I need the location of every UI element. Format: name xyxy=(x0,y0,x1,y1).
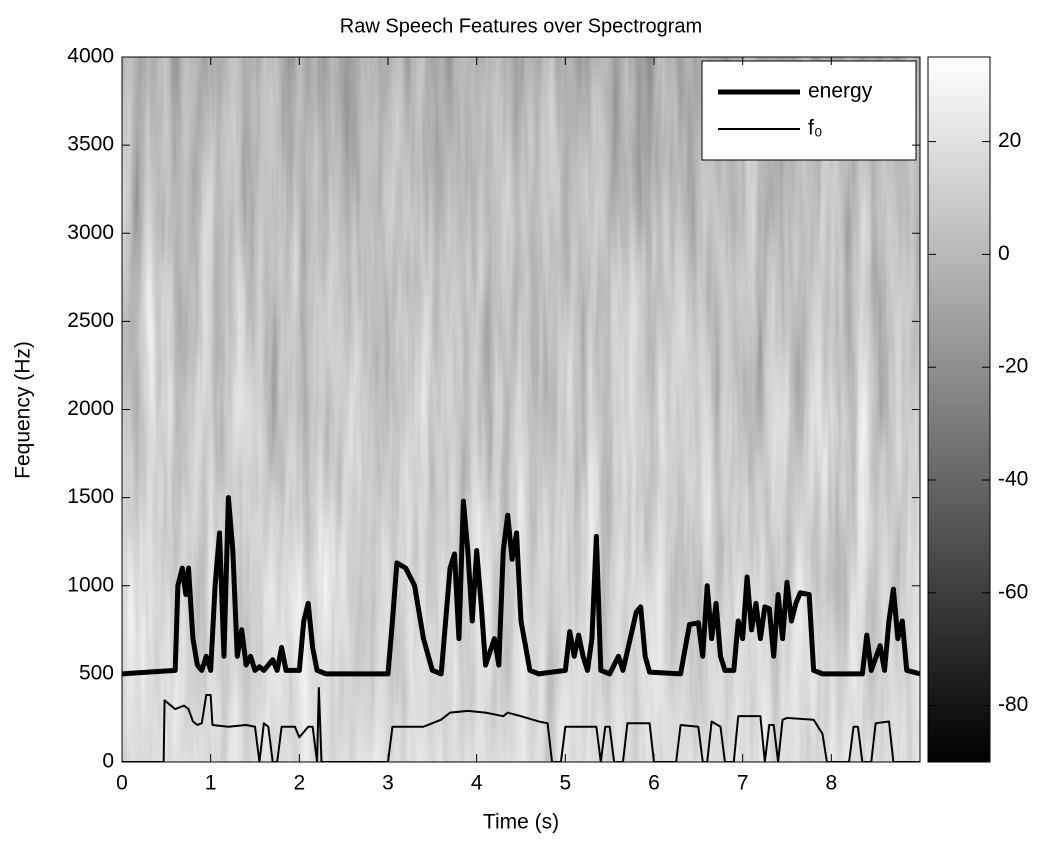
x-tick-label: 1 xyxy=(205,772,217,795)
colorbar-tick-label: -80 xyxy=(998,693,1028,716)
colorbar-tick-label: 0 xyxy=(998,242,1010,265)
y-tick-label: 2000 xyxy=(67,397,114,420)
x-tick-label: 4 xyxy=(471,772,483,795)
y-tick-label: 3000 xyxy=(67,221,114,244)
y-tick-label: 3500 xyxy=(67,133,114,156)
colorbar-tick-label: -60 xyxy=(998,580,1028,603)
y-tick-label: 1500 xyxy=(67,485,114,508)
x-tick-label: 7 xyxy=(737,772,749,795)
chart-title: Raw Speech Features over Spectrogram xyxy=(340,15,702,37)
x-tick-label: 3 xyxy=(382,772,394,795)
plot-lines xyxy=(122,495,920,762)
x-tick-label: 0 xyxy=(116,772,128,795)
legend xyxy=(701,60,917,161)
series-line xyxy=(122,686,920,762)
legend-label: energy xyxy=(808,80,873,103)
x-tick-label: 6 xyxy=(648,772,660,795)
y-axis-label: Fequency (Hz) xyxy=(12,341,35,479)
y-tick-label: 500 xyxy=(79,661,114,684)
colorbar-tick-label: 20 xyxy=(998,129,1021,152)
colorbar-tick-label: -40 xyxy=(998,468,1028,491)
legend-label: f₀ xyxy=(808,117,823,140)
x-tick-label: 5 xyxy=(559,772,571,795)
y-tick-label: 1000 xyxy=(67,573,114,596)
x-tick-label: 8 xyxy=(825,772,837,795)
y-tick-label: 0 xyxy=(102,750,114,773)
y-tick-label: 4000 xyxy=(67,45,114,68)
x-axis-label: Time (s) xyxy=(483,811,559,834)
colorbar-tick-label: -20 xyxy=(998,355,1028,378)
x-tick-label: 2 xyxy=(293,772,305,795)
y-tick-label: 2500 xyxy=(67,309,114,332)
series-line xyxy=(122,495,920,677)
spectrogram-shade xyxy=(122,57,920,762)
colorbar xyxy=(927,56,991,763)
